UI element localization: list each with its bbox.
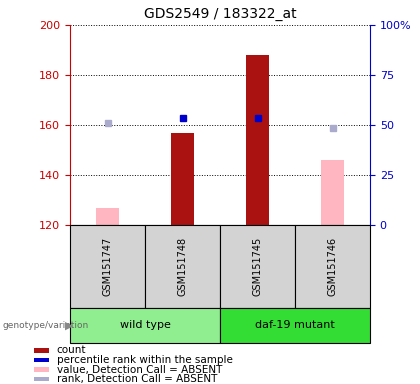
Text: genotype/variation: genotype/variation: [2, 321, 88, 330]
Title: GDS2549 / 183322_at: GDS2549 / 183322_at: [144, 7, 297, 21]
Bar: [246, 55, 269, 225]
Bar: [295, 225, 370, 308]
Bar: [220, 308, 370, 343]
Text: percentile rank within the sample: percentile rank within the sample: [57, 355, 233, 365]
Bar: [34, 367, 49, 372]
Bar: [70, 225, 145, 308]
Text: rank, Detection Call = ABSENT: rank, Detection Call = ABSENT: [57, 374, 217, 384]
Bar: [34, 358, 49, 362]
Text: GSM151746: GSM151746: [328, 237, 338, 296]
Text: count: count: [57, 345, 86, 356]
Bar: [220, 225, 295, 308]
Bar: [145, 225, 220, 308]
Text: wild type: wild type: [120, 321, 171, 331]
Text: GSM151748: GSM151748: [178, 237, 187, 296]
Bar: [34, 348, 49, 353]
Bar: [171, 132, 194, 225]
Bar: [70, 308, 220, 343]
Text: value, Detection Call = ABSENT: value, Detection Call = ABSENT: [57, 364, 222, 375]
Text: daf-19 mutant: daf-19 mutant: [255, 321, 335, 331]
Bar: [96, 207, 119, 225]
Bar: [321, 160, 344, 225]
Bar: [34, 377, 49, 381]
Text: GSM151747: GSM151747: [102, 237, 113, 296]
Text: ▶: ▶: [65, 321, 73, 331]
Text: GSM151745: GSM151745: [252, 237, 262, 296]
